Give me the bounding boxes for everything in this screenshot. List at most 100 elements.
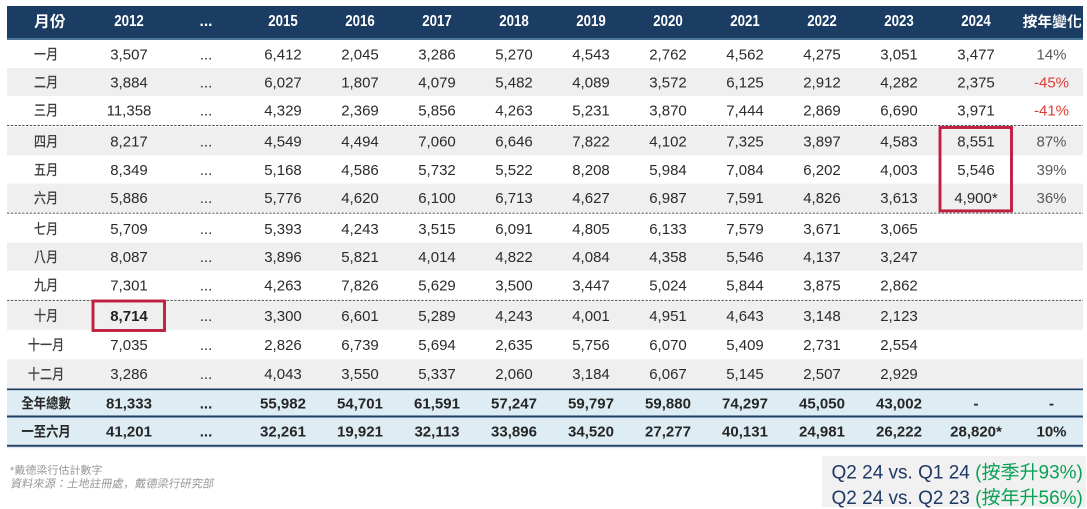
svg-text:6,601: 6,601 <box>341 308 379 325</box>
svg-text:-45%: -45% <box>1034 74 1069 91</box>
svg-text:34,520: 34,520 <box>568 424 614 441</box>
svg-text:6,739: 6,739 <box>341 337 379 354</box>
svg-text:*: * <box>10 465 15 477</box>
svg-text:5,984: 5,984 <box>649 162 687 179</box>
svg-text:5,546: 5,546 <box>726 249 764 266</box>
svg-text:3,613: 3,613 <box>880 190 918 207</box>
svg-text:43,002: 43,002 <box>876 395 922 412</box>
svg-text:4,562: 4,562 <box>726 46 764 63</box>
svg-text:4,275: 4,275 <box>803 46 841 63</box>
svg-text:45,050: 45,050 <box>799 395 845 412</box>
svg-text:93%): 93%) <box>1039 463 1083 484</box>
svg-text:4,079: 4,079 <box>418 74 456 91</box>
svg-text:4,084: 4,084 <box>572 249 610 266</box>
svg-text:3,447: 3,447 <box>572 277 610 294</box>
svg-text:2,635: 2,635 <box>495 337 533 354</box>
svg-text:3,896: 3,896 <box>264 249 302 266</box>
svg-text:...: ... <box>200 395 213 412</box>
svg-text:-41%: -41% <box>1034 102 1069 119</box>
svg-text:3,572: 3,572 <box>649 74 687 91</box>
svg-text:3,300: 3,300 <box>264 308 302 325</box>
svg-text:5,694: 5,694 <box>418 337 456 354</box>
svg-text:...: ... <box>200 424 213 441</box>
svg-text:4,826: 4,826 <box>803 190 841 207</box>
svg-text:3,065: 3,065 <box>880 221 918 238</box>
svg-text:32,113: 32,113 <box>414 424 459 441</box>
svg-text:3,148: 3,148 <box>803 308 841 325</box>
svg-text:6,133: 6,133 <box>649 221 687 238</box>
svg-text:...: ... <box>200 102 213 119</box>
svg-text:59,880: 59,880 <box>645 395 691 412</box>
svg-text:3,286: 3,286 <box>110 366 148 383</box>
svg-text:39%: 39% <box>1036 162 1066 179</box>
svg-text:54,701: 54,701 <box>337 395 383 412</box>
svg-text:5,756: 5,756 <box>572 337 610 354</box>
svg-text:5,546: 5,546 <box>957 162 995 179</box>
svg-text:4,102: 4,102 <box>649 134 687 151</box>
svg-text:4,494: 4,494 <box>341 134 379 151</box>
svg-text:7,060: 7,060 <box>418 134 456 151</box>
svg-text:3,286: 3,286 <box>418 46 456 63</box>
svg-text:4,001: 4,001 <box>572 308 610 325</box>
svg-text:2,060: 2,060 <box>495 366 533 383</box>
svg-text:2,762: 2,762 <box>649 46 687 63</box>
svg-text:4,329: 4,329 <box>264 102 302 119</box>
svg-text:2024: 2024 <box>961 13 991 30</box>
svg-text:5,821: 5,821 <box>341 249 379 266</box>
svg-text:4,627: 4,627 <box>572 190 610 207</box>
svg-text:19,921: 19,921 <box>337 424 383 441</box>
svg-text:2023: 2023 <box>884 13 914 30</box>
svg-text:...: ... <box>200 134 213 151</box>
svg-text:...: ... <box>200 337 213 354</box>
svg-text:8,217: 8,217 <box>110 134 148 151</box>
svg-text:4,263: 4,263 <box>264 277 302 294</box>
svg-text:...: ... <box>200 190 213 207</box>
svg-text:2,554: 2,554 <box>880 337 918 354</box>
svg-text:3,515: 3,515 <box>418 221 456 238</box>
svg-text:2020: 2020 <box>653 13 683 30</box>
svg-text:4,358: 4,358 <box>649 249 687 266</box>
svg-text:3,875: 3,875 <box>803 277 841 294</box>
svg-text:3,884: 3,884 <box>110 74 148 91</box>
svg-text:3,507: 3,507 <box>110 46 148 63</box>
svg-text:5,732: 5,732 <box>418 162 456 179</box>
svg-text:4,549: 4,549 <box>264 134 302 151</box>
svg-text:2015: 2015 <box>268 13 298 30</box>
svg-text:5,231: 5,231 <box>572 102 610 119</box>
svg-text:...: ... <box>200 366 213 383</box>
svg-text:8,208: 8,208 <box>572 162 610 179</box>
svg-text:7,301: 7,301 <box>110 277 148 294</box>
svg-text:5,393: 5,393 <box>264 221 302 238</box>
svg-text:4,137: 4,137 <box>803 249 841 266</box>
svg-text:5,844: 5,844 <box>726 277 764 294</box>
svg-text:87%: 87% <box>1036 134 1066 151</box>
svg-text:...: ... <box>200 74 213 91</box>
svg-text:4,043: 4,043 <box>264 366 302 383</box>
svg-text:4,643: 4,643 <box>726 308 764 325</box>
svg-text:7,822: 7,822 <box>572 134 610 151</box>
svg-text:6,070: 6,070 <box>649 337 687 354</box>
svg-text:2018: 2018 <box>499 13 529 30</box>
svg-text:5,886: 5,886 <box>110 190 148 207</box>
svg-text:2012: 2012 <box>114 13 144 30</box>
svg-text:61,591: 61,591 <box>414 395 460 412</box>
svg-text:2,912: 2,912 <box>803 74 841 91</box>
svg-text:8,714: 8,714 <box>110 308 148 325</box>
svg-text:3,184: 3,184 <box>572 366 610 383</box>
svg-text:4,586: 4,586 <box>341 162 379 179</box>
svg-text:4,900*: 4,900* <box>954 190 998 207</box>
svg-text:...: ... <box>200 308 213 325</box>
svg-text:3,247: 3,247 <box>880 249 918 266</box>
svg-text:5,145: 5,145 <box>726 366 764 383</box>
svg-text:2,507: 2,507 <box>803 366 841 383</box>
svg-text:Q2 24 vs. Q2 23: Q2 24 vs. Q2 23 <box>832 488 970 509</box>
svg-text:33,896: 33,896 <box>491 424 537 441</box>
svg-text:(: ( <box>975 488 982 509</box>
svg-text:3,051: 3,051 <box>880 46 918 63</box>
svg-text:7,826: 7,826 <box>341 277 379 294</box>
svg-text:6,125: 6,125 <box>726 74 764 91</box>
svg-text:7,579: 7,579 <box>726 221 764 238</box>
svg-text:...: ... <box>200 162 213 179</box>
svg-text:3,870: 3,870 <box>649 102 687 119</box>
svg-text:...: ... <box>200 249 213 266</box>
